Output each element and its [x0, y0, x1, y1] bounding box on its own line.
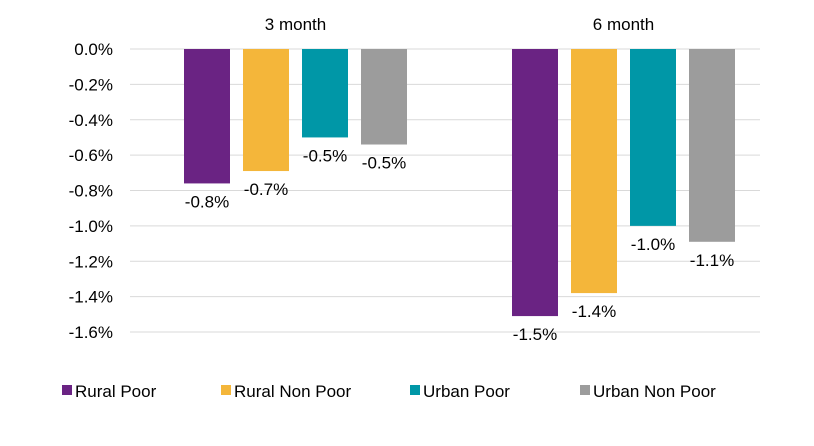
data-label: -1.4%: [572, 302, 616, 321]
category-labels: 3 month 6 month: [265, 15, 654, 34]
gridlines: [130, 48, 760, 333]
category-label: 6 month: [593, 15, 654, 34]
y-tick-label: -0.2%: [69, 75, 113, 94]
legend-swatch: [221, 385, 231, 395]
category-label: 3 month: [265, 15, 326, 34]
bar: [184, 49, 230, 184]
y-tick-label: -1.2%: [69, 252, 113, 271]
legend-label: Rural Non Poor: [234, 382, 352, 401]
data-label: -1.0%: [631, 235, 675, 254]
legend-label: Urban Non Poor: [593, 382, 716, 401]
data-label: -1.1%: [690, 251, 734, 270]
legend-label: Rural Poor: [75, 382, 157, 401]
legend: Rural Poor Rural Non Poor Urban Poor Urban …: [62, 382, 716, 401]
y-tick-label: 0.0%: [74, 40, 113, 59]
bar: [630, 49, 676, 226]
y-tick-label: -1.4%: [69, 288, 113, 307]
legend-swatch: [580, 385, 590, 395]
y-axis: 0.0% -0.2% -0.4% -0.6% -0.8% -1.0% -1.2% -1.4% -…: [69, 40, 113, 342]
data-label: -0.7%: [244, 180, 288, 199]
bars: [184, 49, 735, 317]
bar: [689, 49, 735, 242]
data-label: -0.5%: [303, 146, 347, 165]
y-tick-label: -0.6%: [69, 146, 113, 165]
y-tick-label: -0.4%: [69, 111, 113, 130]
data-labels: -0.8% -1.5% -0.7% -1.4% -0.5% -1.0% -0.5% -1.1%: [185, 146, 734, 344]
bar: [302, 49, 348, 138]
data-label: -0.8%: [185, 192, 229, 211]
y-tick-label: -1.6%: [69, 323, 113, 342]
bar: [512, 49, 558, 317]
legend-swatch: [410, 385, 420, 395]
legend-label: Urban Poor: [423, 382, 510, 401]
bar: [243, 49, 289, 172]
y-tick-label: -0.8%: [69, 182, 113, 201]
legend-swatch: [62, 385, 72, 395]
y-tick-label: -1.0%: [69, 217, 113, 236]
bar: [361, 49, 407, 145]
data-label: -1.5%: [513, 325, 557, 344]
bar: [571, 49, 617, 294]
data-label: -0.5%: [362, 154, 406, 173]
